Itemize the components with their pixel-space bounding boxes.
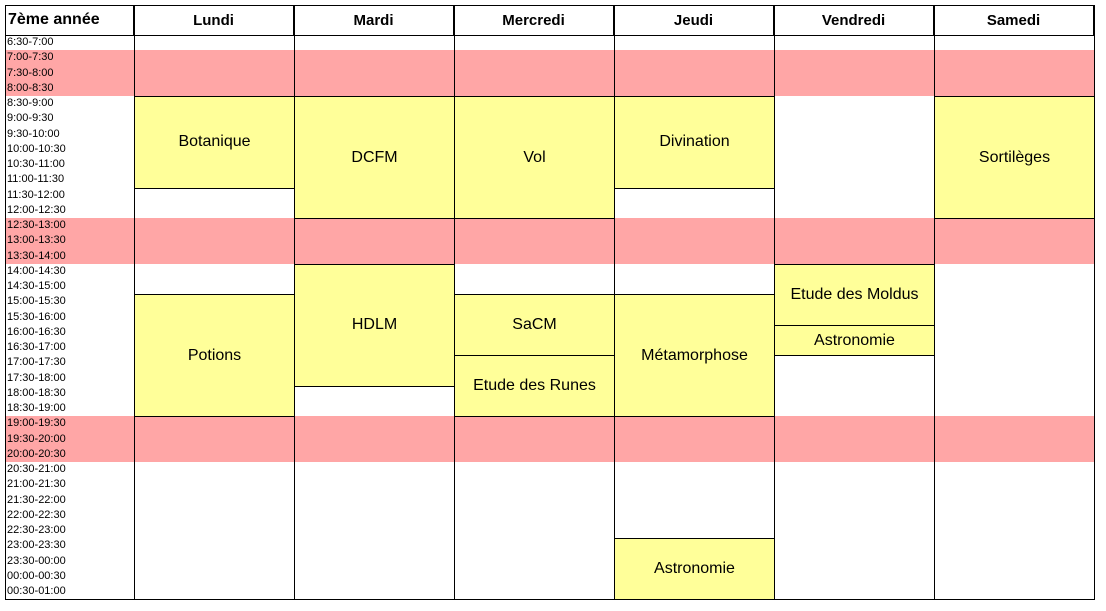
column-line xyxy=(134,5,135,600)
day-header: Mercredi xyxy=(454,5,614,35)
course-block: Botanique xyxy=(134,96,295,189)
column-line xyxy=(774,5,775,600)
course-block: Métamorphose xyxy=(614,294,775,418)
time-slot-label: 6:30-7:00 xyxy=(7,36,54,48)
time-slot-label: 00:30-01:00 xyxy=(7,585,66,597)
sheet-title: 7ème année xyxy=(5,5,134,35)
time-slot-label: 18:00-18:30 xyxy=(7,386,66,399)
day-header: Lundi xyxy=(134,5,294,35)
time-slot-label: 16:00-16:30 xyxy=(7,325,66,338)
time-slot-label: 10:00-10:30 xyxy=(7,142,66,155)
day-header: Mardi xyxy=(294,5,454,35)
time-slot-label: 15:00-15:30 xyxy=(7,295,66,308)
course-block: Divination xyxy=(614,96,775,189)
time-slot-label: 19:00-19:30 xyxy=(7,417,66,430)
day-header: Jeudi xyxy=(614,5,774,35)
time-slot-label: 9:30-10:00 xyxy=(7,127,60,140)
break-band xyxy=(5,218,1094,264)
time-slot-label: 23:30-00:00 xyxy=(7,554,66,567)
time-slot-label: 13:30-14:00 xyxy=(7,249,66,262)
header-line xyxy=(5,35,1094,36)
time-slot-label: 14:30-15:00 xyxy=(7,280,66,292)
time-slot-label: 9:00-9:30 xyxy=(7,112,54,125)
column-line xyxy=(614,5,615,600)
time-slot-label: 10:30-11:00 xyxy=(7,158,65,170)
course-block: Etude des Runes xyxy=(454,355,615,418)
time-slot-label: 12:30-13:00 xyxy=(7,219,66,231)
column-line xyxy=(454,5,455,600)
course-block: Sortilèges xyxy=(934,96,1095,219)
time-slot-label: 7:00-7:30 xyxy=(7,51,54,64)
outer-border xyxy=(5,5,1095,601)
course-block: DCFM xyxy=(294,96,455,219)
time-slot-label: 7:30-8:00 xyxy=(7,66,54,79)
time-slot-label: 00:00-00:30 xyxy=(7,569,66,582)
course-block: Potions xyxy=(134,294,295,418)
time-slot-label: 22:00-22:30 xyxy=(7,508,66,521)
time-slot-label: 13:00-13:30 xyxy=(7,234,66,247)
time-slot-label: 8:30-9:00 xyxy=(7,97,54,109)
break-band xyxy=(5,50,1094,96)
time-slot-label: 23:00-23:30 xyxy=(7,539,66,552)
day-header: Samedi xyxy=(934,5,1094,35)
course-block: HDLM xyxy=(294,263,455,387)
time-slot-label: 11:00-11:30 xyxy=(7,173,65,186)
time-slot-label: 20:30-21:00 xyxy=(7,463,66,475)
time-slot-label: 16:30-17:00 xyxy=(7,341,66,353)
time-slot-label: 21:00-21:30 xyxy=(7,478,66,491)
column-line xyxy=(294,5,295,600)
course-block: Etude des Moldus xyxy=(774,263,935,326)
time-slot-label: 20:00-20:30 xyxy=(7,447,66,460)
time-slot-label: 18:30-19:00 xyxy=(7,402,66,414)
time-slot-label: 19:30-20:00 xyxy=(7,432,66,445)
time-slot-label: 22:30-23:00 xyxy=(7,524,66,536)
time-slot-label: 15:30-16:00 xyxy=(7,310,66,323)
time-slot-label: 14:00-14:30 xyxy=(7,264,66,277)
time-slot-label: 17:00-17:30 xyxy=(7,356,66,369)
day-header: Vendredi xyxy=(774,5,934,35)
time-slot-label: 11:30-12:00 xyxy=(7,188,65,201)
course-block: Vol xyxy=(454,96,615,219)
break-band xyxy=(5,416,1094,462)
time-slot-label: 21:30-22:00 xyxy=(7,493,66,506)
time-slot-label: 12:00-12:30 xyxy=(7,203,66,216)
time-slot-label: 8:00-8:30 xyxy=(7,81,54,94)
time-slot-label: 17:30-18:00 xyxy=(7,371,66,384)
course-block: Astronomie xyxy=(614,538,775,601)
column-line xyxy=(934,5,935,600)
